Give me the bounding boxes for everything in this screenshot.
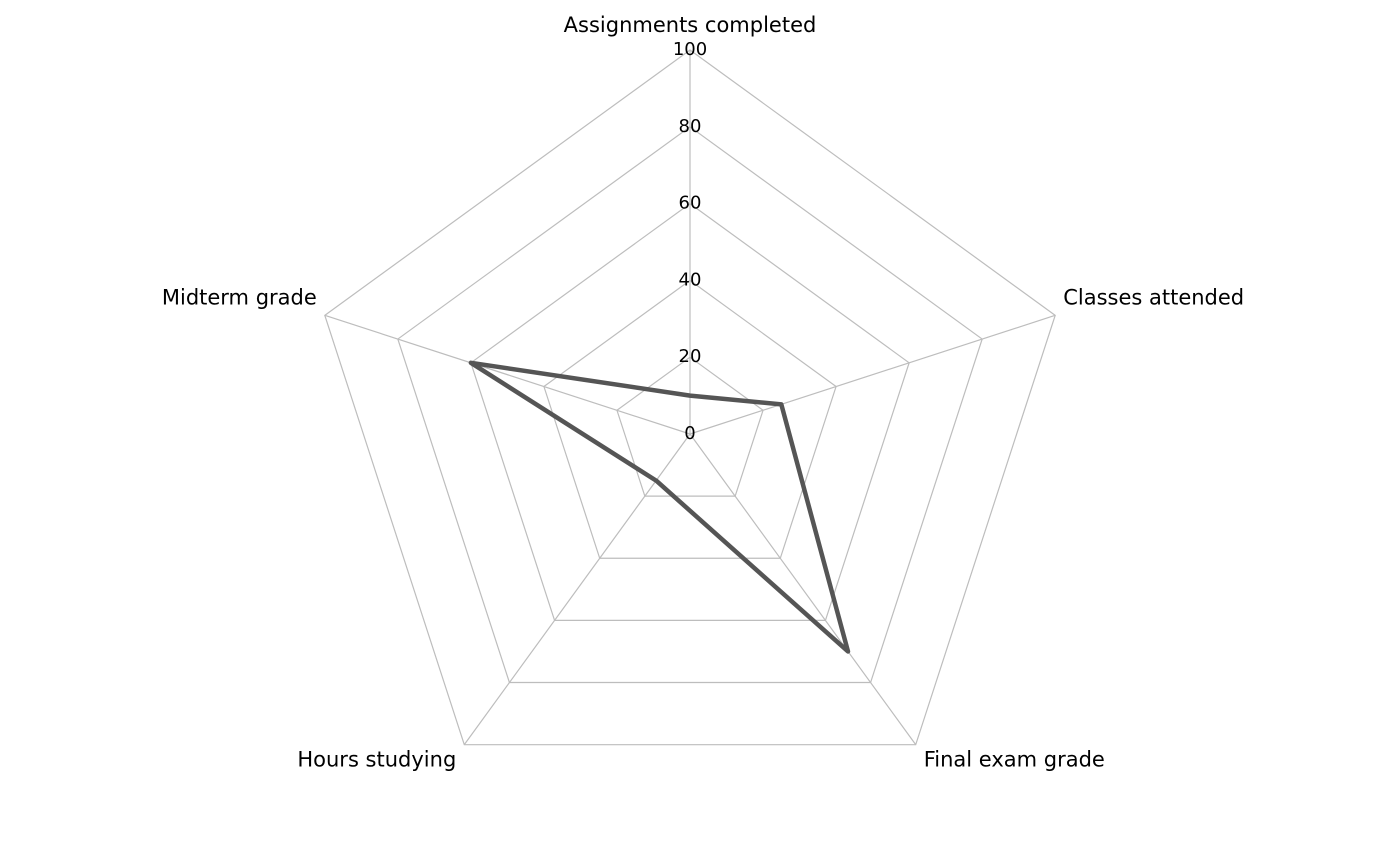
spoke xyxy=(689,314,1056,435)
grid-ring xyxy=(397,126,983,684)
category-label: Classes attended xyxy=(1063,285,1244,309)
r-tick-label: 80 xyxy=(679,116,702,137)
category-label: Midterm grade xyxy=(162,285,317,309)
grid-ring xyxy=(543,279,837,559)
r-tick-label: 100 xyxy=(673,39,707,60)
spoke xyxy=(689,433,917,746)
r-tick-label: 0 xyxy=(684,423,695,444)
data-line xyxy=(468,360,851,654)
r-tick-label: 40 xyxy=(679,269,702,290)
spoke xyxy=(463,433,691,746)
grid-ring xyxy=(470,202,910,621)
category-label: Final exam grade xyxy=(924,748,1105,772)
category-label: Assignments completed xyxy=(564,13,817,37)
r-tick-label: 60 xyxy=(679,193,702,214)
category-label: Hours studying xyxy=(297,748,456,772)
spoke xyxy=(324,314,691,435)
grid-ring xyxy=(324,49,1056,746)
r-tick-label: 20 xyxy=(679,346,702,367)
